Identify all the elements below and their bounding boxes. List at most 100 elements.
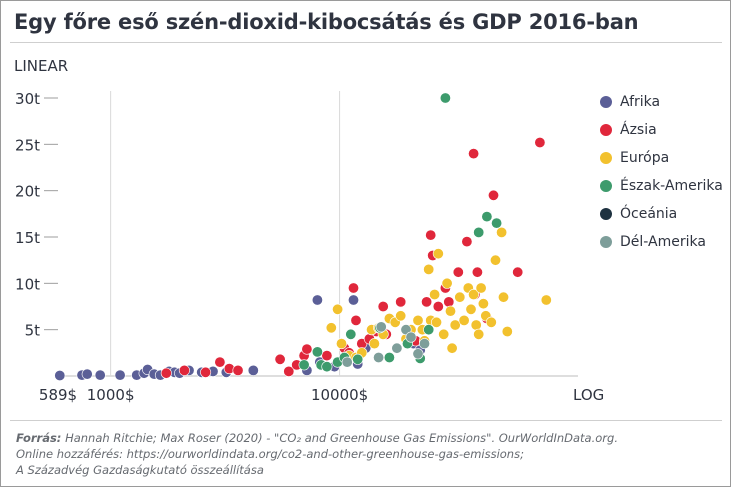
data-point — [465, 303, 477, 315]
data-point — [432, 248, 444, 260]
data-point — [496, 226, 508, 238]
x-tick-label: 10000$ — [311, 386, 368, 404]
legend-item: Európa — [600, 144, 723, 172]
data-point — [352, 353, 364, 365]
data-point — [347, 294, 359, 306]
data-point — [54, 369, 66, 381]
data-point — [481, 211, 493, 223]
data-point — [489, 254, 501, 266]
y-tick-label: 25t — [15, 136, 40, 154]
source-note: Forrás: Hannah Ritchie; Max Roser (2020)… — [16, 430, 716, 478]
legend-label: Óceánia — [620, 206, 678, 222]
legend-item: Dél-Amerika — [600, 228, 723, 256]
data-point — [470, 319, 482, 331]
x-scale-label: LOG — [573, 386, 604, 404]
data-point — [391, 342, 403, 354]
source-label: Forrás: — [16, 431, 62, 445]
source-compiler: A Századvég Gazdaságkutató összeállítása — [16, 463, 264, 477]
data-point — [412, 348, 424, 360]
legend: Afrika Ázsia Európa Észak-Amerika Óceánia Dél… — [600, 88, 723, 256]
legend-label: Dél-Amerika — [620, 234, 706, 250]
data-point — [473, 328, 485, 340]
legend-item: Ázsia — [600, 116, 723, 144]
y-tick-label: 20t — [15, 183, 40, 201]
x-tick-label: 589$ — [39, 386, 77, 404]
data-point — [347, 282, 359, 294]
data-point — [540, 294, 552, 306]
data-point — [485, 316, 497, 328]
data-point — [247, 364, 259, 376]
data-point — [429, 288, 441, 300]
data-point — [311, 294, 323, 306]
legend-label: Ázsia — [620, 122, 657, 138]
data-point — [534, 137, 546, 149]
data-point — [454, 291, 466, 303]
data-point — [425, 229, 437, 241]
y-axis-ticks: 30t 25t 20t 15t 10t 5t — [15, 90, 58, 340]
legend-item: Afrika — [600, 88, 723, 116]
data-point — [449, 319, 461, 331]
x-tick-label: 1000$ — [87, 386, 135, 404]
data-point — [214, 356, 226, 368]
legend-swatch — [600, 180, 612, 192]
data-point — [321, 361, 333, 373]
data-point — [383, 351, 395, 363]
chart-title: Egy főre eső szén-dioxid-kibocsátás és G… — [14, 10, 639, 34]
data-point — [81, 368, 93, 380]
data-point — [405, 331, 417, 343]
data-point — [160, 367, 172, 379]
data-point — [475, 282, 487, 294]
source-url: Online hozzáférés: https://ourworldindat… — [16, 447, 524, 461]
data-point — [491, 217, 503, 229]
data-point — [452, 266, 464, 278]
data-point — [350, 314, 362, 326]
data-point — [335, 338, 347, 350]
data-point — [501, 325, 513, 337]
data-point — [468, 288, 480, 300]
legend-swatch — [600, 236, 612, 248]
legend-label: Európa — [620, 150, 670, 166]
data-point — [345, 328, 357, 340]
data-point — [444, 305, 456, 317]
data-point — [471, 266, 483, 278]
data-point — [94, 369, 106, 381]
data-point — [395, 310, 407, 322]
legend-swatch — [600, 124, 612, 136]
data-point — [274, 353, 286, 365]
y-tick-label: 10t — [15, 275, 40, 293]
data-point — [439, 92, 451, 104]
title-divider — [10, 42, 722, 43]
y-tick-label: 5t — [25, 322, 41, 340]
data-point — [461, 236, 473, 248]
legend-swatch — [600, 152, 612, 164]
data-point — [200, 366, 212, 378]
data-point — [375, 321, 387, 333]
data-point — [446, 342, 458, 354]
data-point — [497, 291, 509, 303]
y-tick-label: 15t — [15, 229, 40, 247]
data-point — [377, 300, 389, 312]
data-point — [432, 300, 444, 312]
data-point — [423, 263, 435, 275]
data-point — [341, 356, 353, 368]
data-point — [311, 346, 323, 358]
scatter-plot: LINEAR LOG 30t 25t 20t 15t 10t 5t 589$ 1000$ 10… — [14, 57, 604, 404]
data-point — [178, 364, 190, 376]
data-point — [283, 365, 295, 377]
data-point — [395, 296, 407, 308]
data-point — [114, 369, 126, 381]
data-point — [477, 298, 489, 310]
legend-swatch — [600, 96, 612, 108]
data-point — [418, 338, 430, 350]
data-point — [412, 314, 424, 326]
data-point — [423, 324, 435, 336]
data-point — [441, 277, 453, 289]
data-point — [421, 296, 433, 308]
data-point — [487, 189, 499, 201]
data-point — [232, 364, 244, 376]
data-point — [321, 350, 333, 362]
legend-item: Észak-Amerika — [600, 172, 723, 200]
data-points — [54, 92, 552, 381]
data-point — [473, 226, 485, 238]
